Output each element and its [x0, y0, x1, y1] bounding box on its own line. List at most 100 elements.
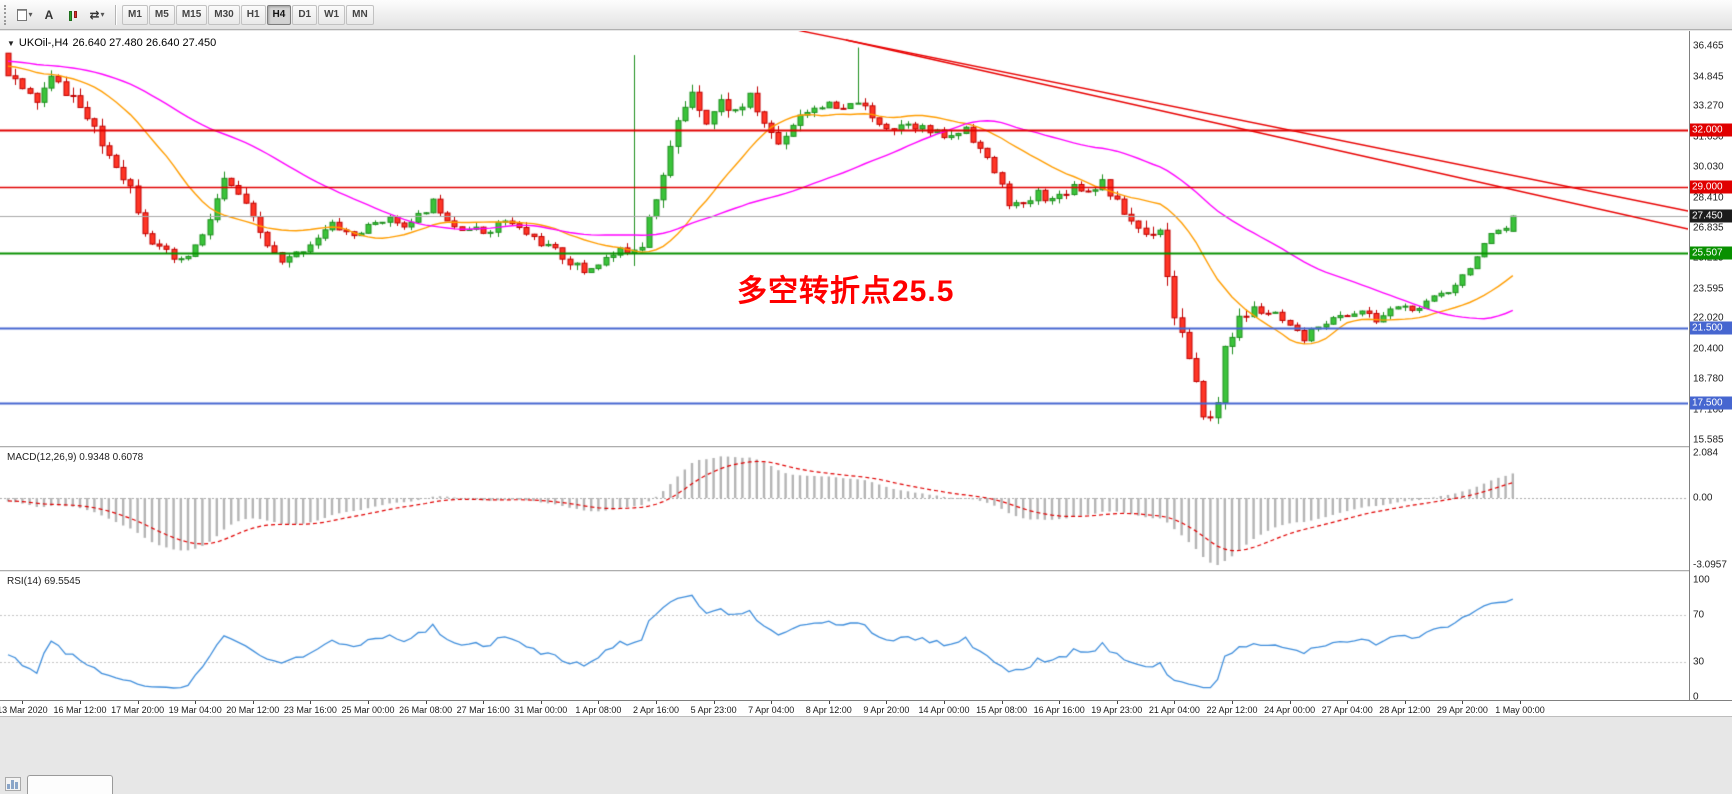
rsi-axis-label: 70	[1693, 609, 1705, 621]
time-axis-tick	[1116, 701, 1118, 704]
macd-indicator-canvas[interactable]	[0, 448, 1688, 570]
time-axis-tick	[80, 701, 81, 704]
text-tool-icon: A	[44, 7, 54, 22]
price-axis[interactable]: 36.465 34.845 33.270 31.650 30.030 28.410 26.8…	[1689, 31, 1732, 703]
date-label: 23 Mar 16:00	[283, 705, 337, 715]
caret-down-icon: ▾	[100, 10, 105, 19]
date-label: 5 Apr 23:00	[690, 705, 737, 715]
symbol-dropdown-icon[interactable]: ▼	[7, 38, 15, 48]
price-level-badge: 25.507	[1690, 246, 1732, 260]
time-axis-tick	[713, 701, 715, 704]
date-label: 27 Apr 04:00	[1321, 705, 1373, 715]
date-label: 9 Apr 20:00	[863, 705, 910, 715]
panel-divider[interactable]	[0, 446, 1732, 448]
caret-down-icon: ▾	[28, 10, 33, 19]
time-axis-tick	[483, 701, 485, 704]
date-label: 2 Apr 16:00	[632, 705, 680, 715]
profiles-button[interactable]: ▾	[13, 4, 37, 26]
timeframe-button-m15[interactable]: M15	[175, 4, 208, 25]
date-label: 1 Apr 08:00	[575, 705, 622, 715]
date-label: 21 Apr 04:00	[1148, 705, 1200, 715]
price-axis-label: 22.020	[1693, 312, 1724, 324]
time-axis-tick	[310, 701, 312, 704]
date-label: 24 Apr 00:00	[1264, 705, 1316, 715]
timeframe-button-mn[interactable]: MN	[346, 4, 374, 25]
timeframe-button-w1[interactable]: W1	[318, 4, 346, 25]
timeframe-button-m30[interactable]: M30	[208, 4, 240, 25]
rsi-axis-label: 30	[1693, 656, 1705, 668]
date-label: 16 Apr 16:00	[1033, 705, 1085, 715]
timeframe-button-h4[interactable]: H4	[266, 4, 292, 25]
time-axis-tick	[195, 701, 197, 704]
date-label: 17 Mar 20:00	[111, 705, 165, 715]
top-toolbar: ▾ A ⇄ ▾ M1 M5 M15 M30 H1 H4 D1 W1 MN	[0, 0, 1732, 30]
price-axis-label: 28.410	[1693, 192, 1724, 204]
date-label: 1 May 00:00	[1495, 705, 1545, 715]
price-axis-label: 15.585	[1693, 434, 1724, 446]
date-label: 22 Apr 12:00	[1206, 705, 1258, 715]
date-label: 15 Apr 08:00	[976, 705, 1028, 715]
date-label: 20 Mar 12:00	[226, 705, 280, 715]
toolbar-grip[interactable]	[4, 4, 9, 25]
date-label: 8 Apr 12:00	[805, 705, 852, 715]
time-axis-tick	[1289, 701, 1291, 704]
time-axis-tick	[771, 701, 773, 704]
chart-title: ▼ UKOil-,H4 26.640 27.480 26.640 27.450	[7, 37, 216, 49]
time-axis-tick	[137, 701, 139, 704]
price-level-badge: 17.500	[1690, 396, 1732, 410]
timeframe-button-m1[interactable]: M1	[122, 4, 148, 25]
main-chart-canvas[interactable]	[0, 31, 1688, 446]
price-axis-label: 31.650	[1693, 131, 1724, 143]
panel-divider[interactable]	[0, 570, 1732, 572]
timeframe-button-h1[interactable]: H1	[240, 4, 266, 25]
time-axis-tick	[22, 701, 24, 704]
price-level-badge: 27.450	[1690, 209, 1732, 223]
chart-type-button[interactable]	[61, 4, 85, 26]
price-level-badge: 21.500	[1690, 321, 1732, 335]
date-label: 13 Mar 2020	[0, 705, 48, 715]
price-axis-label: 18.780	[1693, 373, 1724, 385]
text-tool-button[interactable]: A	[37, 4, 61, 26]
price-axis-label: 33.270	[1693, 100, 1724, 112]
date-label: 19 Mar 04:00	[168, 705, 222, 715]
date-label: 27 Mar 16:00	[456, 705, 510, 715]
ohlc-values: 26.640 27.480 26.640 27.450	[72, 37, 217, 49]
time-axis-tick	[252, 701, 254, 704]
price-axis-label: 23.595	[1693, 283, 1724, 295]
timeframe-button-d1[interactable]: D1	[292, 4, 318, 25]
macd-label: MACD(12,26,9) 0.9348 0.6078	[7, 452, 144, 463]
time-axis-tick	[1059, 701, 1061, 704]
macd-axis-label: 2.084	[1693, 447, 1719, 459]
date-label: 25 Mar 00:00	[341, 705, 395, 715]
macd-axis-label: 0.00	[1693, 492, 1713, 504]
time-axis-tick	[944, 701, 945, 704]
toolbar-separator	[115, 4, 116, 25]
time-axis-tick	[1174, 701, 1176, 704]
time-axis-tick	[368, 701, 369, 704]
time-axis-tick	[540, 701, 542, 704]
date-label: 29 Apr 20:00	[1436, 705, 1488, 715]
macd-axis-label: -3.0957	[1693, 559, 1727, 571]
time-axis[interactable]: 13 Mar 2020 16 Mar 12:00 17 Mar 20:00 19 Ma…	[0, 700, 1732, 716]
price-axis-label: 36.465	[1693, 40, 1724, 52]
time-axis-tick	[425, 701, 427, 704]
price-axis-label: 26.835	[1693, 222, 1724, 234]
timeframe-button-m5[interactable]: M5	[148, 4, 175, 25]
time-axis-tick	[1001, 701, 1003, 704]
price-axis-label: 30.030	[1693, 161, 1724, 173]
chart-tab[interactable]	[27, 775, 113, 794]
time-axis-tick	[656, 701, 657, 704]
symbol-switch-button[interactable]: ⇄ ▾	[85, 4, 109, 26]
rsi-indicator-canvas[interactable]	[0, 572, 1688, 700]
symbol-period-text: UKOil-,H4	[18, 37, 69, 49]
time-axis-tick	[598, 701, 600, 704]
switch-arrows-icon: ⇄	[89, 7, 100, 22]
time-axis-tick	[1462, 701, 1464, 704]
date-label: 28 Apr 12:00	[1379, 705, 1431, 715]
page-icon	[17, 8, 28, 21]
time-axis-tick	[1520, 701, 1521, 704]
chart-tabs-icon[interactable]	[5, 777, 21, 791]
time-axis-tick	[886, 701, 888, 704]
price-axis-label: 34.845	[1693, 71, 1724, 83]
rsi-axis-label: 0	[1693, 691, 1699, 703]
